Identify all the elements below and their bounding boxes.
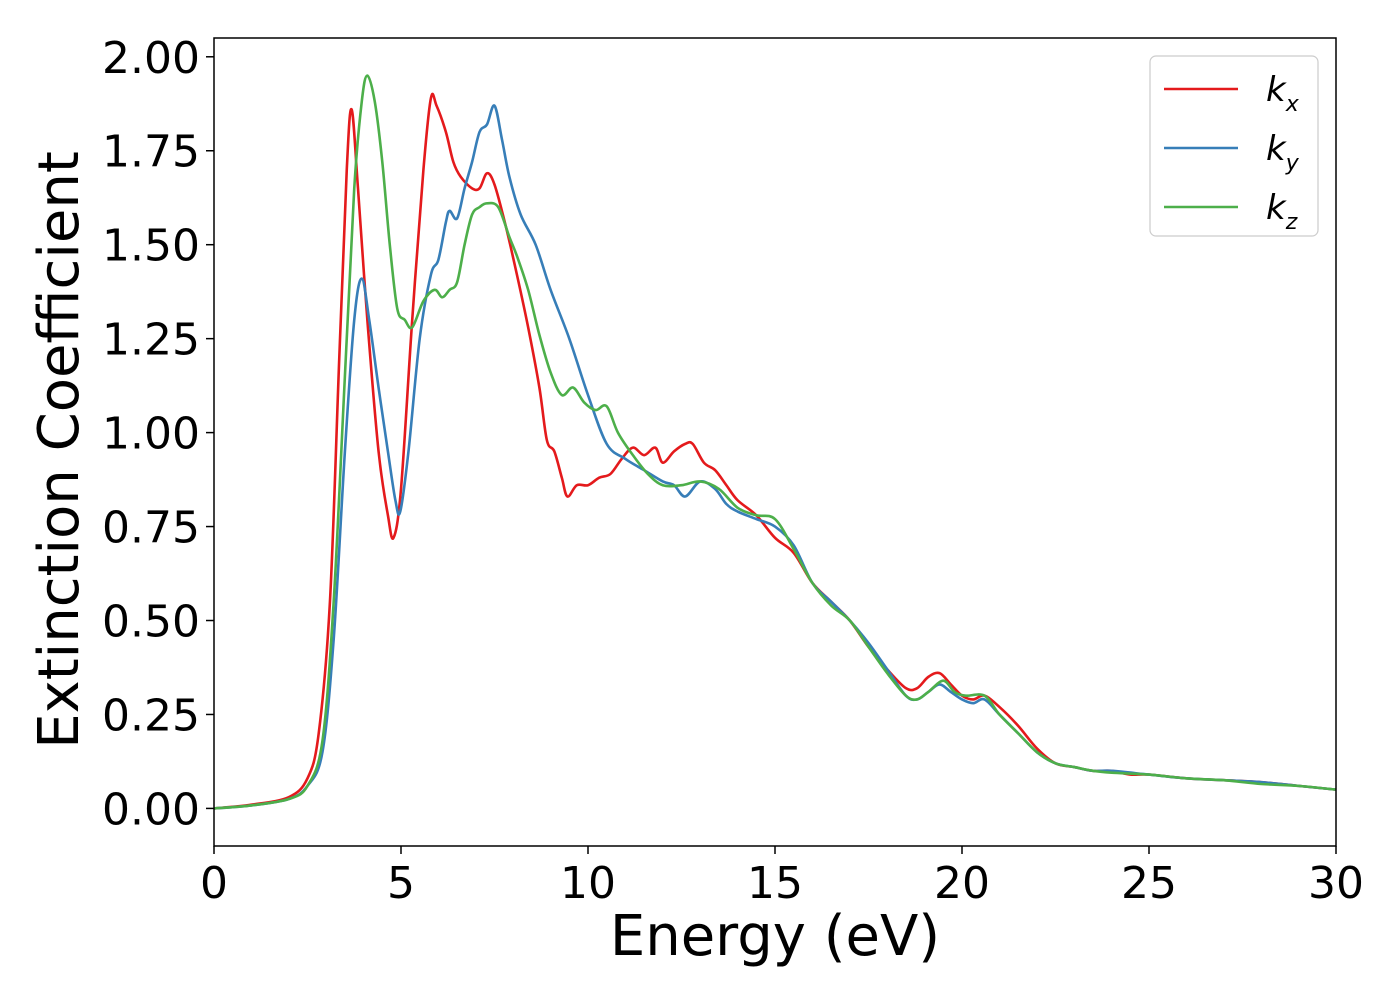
- x-axis-ticks: 0 5 10 15 20 25 30: [200, 846, 1364, 909]
- y-tick-label: 1.00: [102, 409, 200, 460]
- y-tick-label: 1.50: [102, 221, 200, 272]
- y-tick-label: 0.25: [102, 690, 200, 741]
- x-tick-label: 10: [560, 858, 616, 909]
- x-tick-label: 0: [200, 858, 228, 909]
- x-tick-label: 25: [1121, 858, 1177, 909]
- y-tick-label: 2.00: [102, 33, 200, 84]
- legend-box: [1149, 55, 1319, 237]
- legend-label-kx: kx: [1266, 70, 1300, 117]
- series-layer: [214, 74, 1336, 810]
- y-tick-label: 0.50: [102, 597, 200, 648]
- y-tick-label: 0.00: [102, 784, 200, 835]
- y-axis-ticks: 0.00 0.25 0.50 0.75 1.00 1.25 1.50 1.75 2.00: [102, 33, 214, 835]
- legend-label-kz: kz: [1266, 188, 1298, 235]
- legend-label-main: k: [1266, 70, 1287, 110]
- y-axis-label: Extinction Coefficient: [27, 151, 92, 749]
- legend-label-subscript: x: [1285, 92, 1300, 117]
- legend-label-subscript: z: [1285, 210, 1298, 235]
- legend-label-main: k: [1266, 188, 1287, 228]
- x-tick-label: 30: [1308, 858, 1364, 909]
- y-tick-label: 0.75: [102, 503, 200, 554]
- x-tick-label: 5: [387, 858, 415, 909]
- legend-label-subscript: y: [1285, 151, 1300, 176]
- series-line-kz: [214, 74, 1336, 810]
- x-axis-label: Energy (eV): [610, 904, 940, 969]
- legend-label-main: k: [1266, 129, 1287, 169]
- x-tick-label: 15: [747, 858, 803, 909]
- y-tick-label: 1.75: [102, 127, 200, 178]
- x-tick-label: 20: [934, 858, 990, 909]
- legend-label-ky: ky: [1266, 129, 1300, 176]
- y-tick-label: 1.25: [102, 315, 200, 366]
